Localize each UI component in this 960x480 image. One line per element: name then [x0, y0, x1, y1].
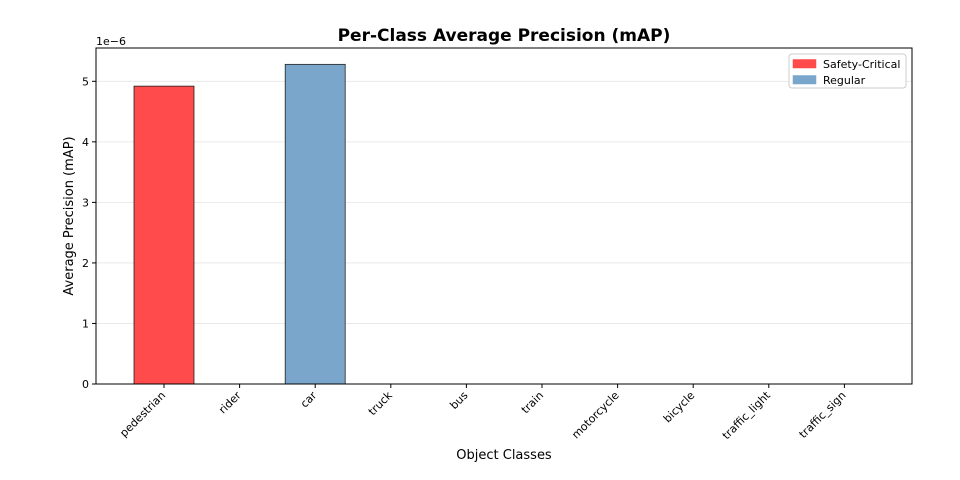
y-tick-label: 0	[82, 378, 89, 391]
x-tick-label: rider	[216, 389, 244, 417]
legend: Safety-Critical Regular	[788, 53, 907, 89]
x-tick-label: motorcycle	[569, 389, 622, 442]
y-tick-label: 1	[82, 317, 89, 330]
x-tick-label: pedestrian	[117, 389, 168, 440]
grid-lines	[96, 80, 912, 324]
x-tick-label: train	[519, 389, 546, 416]
legend-swatch-safety	[792, 59, 817, 69]
plot-frame	[95, 47, 913, 385]
legend-frame	[788, 53, 907, 89]
x-tick-label: truck	[366, 388, 396, 418]
y-tick-label: 4	[82, 136, 89, 149]
y-axis-label: Average Precision (mAP)	[62, 136, 77, 295]
legend-label-regular: Regular	[823, 74, 866, 87]
legend-swatch-regular	[792, 75, 817, 85]
x-tick-label: car	[298, 389, 320, 411]
y-tick-label: 5	[82, 75, 89, 88]
axis-ticks: 0 1 2 3 4 5 pedestrian rider car truck bus train mot…	[82, 75, 849, 442]
x-tick-label: bus	[447, 389, 470, 412]
y-axis-scale-label: 1e−6	[96, 35, 126, 48]
bar-car	[284, 63, 346, 385]
x-axis-label: Object Classes	[456, 448, 552, 463]
x-tick-label: traffic_sign	[797, 389, 849, 441]
chart-title: Per-Class Average Precision (mAP)	[338, 26, 671, 46]
bar-pedestrian	[133, 85, 195, 385]
legend-label-safety: Safety-Critical	[823, 58, 900, 71]
x-tick-label: bicycle	[661, 389, 698, 426]
y-tick-label: 2	[82, 257, 89, 270]
bars	[133, 63, 875, 385]
y-tick-label: 3	[82, 196, 89, 209]
x-tick-label: traffic_light	[720, 388, 774, 442]
